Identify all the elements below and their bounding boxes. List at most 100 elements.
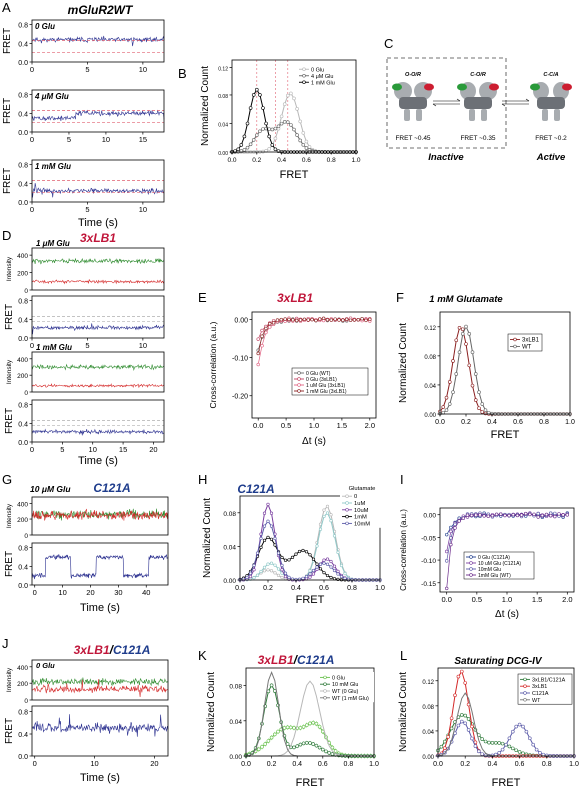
correlation-point <box>302 317 307 321</box>
histogram-point <box>280 568 284 572</box>
histogram-point <box>311 742 316 746</box>
acceptor-intensity-trace <box>31 508 169 522</box>
histogram-point <box>330 745 335 750</box>
histogram-point <box>301 548 305 553</box>
legend-label: 0 Glu (3xLB1) <box>306 377 337 383</box>
crd-stalk <box>554 109 560 121</box>
legend-label: 3xLB1 <box>522 338 540 344</box>
panel-letter: C <box>384 36 393 51</box>
y-tick-label: 200 <box>17 373 28 380</box>
x-axis-label: FRET <box>296 777 325 789</box>
legend-marker <box>523 677 527 682</box>
histogram-point <box>447 380 452 384</box>
histogram-point <box>329 559 333 564</box>
x-tick-label: 0.0 <box>241 761 251 768</box>
histogram-point <box>477 390 481 394</box>
legend-label: 10mM <box>354 521 370 527</box>
trace-frame <box>31 89 165 133</box>
panel-e-title: 3xLB1 <box>277 291 313 305</box>
y-axis-label: Normalized Count <box>200 66 211 146</box>
state-fret-value: FRET ~0.45 <box>395 135 430 142</box>
histogram-point <box>315 562 319 566</box>
lb2-dimer <box>464 97 492 109</box>
y-axis-label: Intensity <box>6 503 13 528</box>
x-axis-label: FRET <box>296 594 325 606</box>
histogram-point <box>467 332 472 336</box>
y-tick-label: -0.20 <box>232 394 248 401</box>
axes-frame <box>231 59 357 153</box>
acceptor-intensity-trace <box>31 679 169 698</box>
correlation-point <box>298 318 303 322</box>
x-tick-label: 0.0 <box>235 585 245 592</box>
y-tick-label: 0 <box>24 533 28 540</box>
histogram-point <box>255 573 260 577</box>
correlation-point <box>515 513 520 518</box>
x-tick-label: 0.4 <box>487 419 497 426</box>
x-tick-label: 1.0 <box>351 157 360 164</box>
x-tick-label: 0.8 <box>539 419 549 426</box>
intensity-frame <box>31 247 165 291</box>
y-tick-label: 0.4 <box>18 112 28 119</box>
legend-label: 1 mM Glu (3xLB1) <box>306 389 347 395</box>
y-axis-label: Normalized Count <box>398 323 409 403</box>
histogram-point <box>269 683 274 688</box>
panel-letter: G <box>2 472 12 487</box>
panel-a-title: mGluR2WT <box>68 3 134 17</box>
histogram-point <box>444 408 449 412</box>
histogram-point <box>514 748 519 753</box>
condition-label: 4 μM Glu <box>34 92 69 101</box>
x-axis-label: Δt (s) <box>495 609 519 620</box>
histogram-point <box>307 145 312 149</box>
legend-label: WT <box>522 345 532 351</box>
trace-frame <box>31 295 165 339</box>
histogram-point <box>283 571 288 575</box>
histogram-point <box>318 567 323 571</box>
x-tick-label: 0.0 <box>253 421 263 430</box>
correlation-point <box>333 317 337 321</box>
histogram-point <box>282 102 287 107</box>
histogram-point <box>298 138 303 143</box>
histogram-point <box>262 538 267 542</box>
histogram-point <box>467 363 472 368</box>
histogram-point <box>294 552 298 556</box>
histogram-point <box>457 350 462 355</box>
histogram-point <box>273 563 277 567</box>
legend-marker <box>323 682 327 686</box>
histogram-point <box>451 390 455 394</box>
title-part: / <box>293 653 299 667</box>
histogram-point <box>493 741 498 745</box>
panel-letter: A <box>2 0 11 15</box>
legend-marker <box>302 67 306 71</box>
correlation-point <box>345 317 349 322</box>
histogram-point <box>457 325 462 330</box>
histogram-point <box>292 127 296 132</box>
correlation-point <box>445 586 449 591</box>
histogram-point <box>266 535 270 539</box>
y-tick-label: 0.8 <box>18 163 28 170</box>
y-tick-label: 0.08 <box>223 511 236 518</box>
correlation-point <box>321 316 326 320</box>
y-tick-label: 0.8 <box>18 299 28 306</box>
histogram-point <box>301 131 306 135</box>
histogram-point <box>258 93 262 97</box>
axes-frame <box>439 311 571 415</box>
histogram-point <box>441 405 446 409</box>
intensity-frame <box>31 659 169 701</box>
histogram-point <box>258 129 262 134</box>
x-tick-label: 0.2 <box>461 419 471 426</box>
title-part: C121A <box>113 643 150 657</box>
histogram-point <box>260 745 264 749</box>
histogram-point <box>449 726 454 731</box>
x-tick-label: 20 <box>86 588 94 597</box>
y-tick-label: 0.0 <box>18 440 28 447</box>
y-tick-label: 400 <box>17 665 28 672</box>
panel-letter: E <box>198 290 207 305</box>
histogram-point <box>311 720 316 725</box>
histogram-point <box>527 736 532 741</box>
correlation-point <box>449 525 453 530</box>
histogram-point <box>269 561 274 565</box>
histogram-point <box>304 146 309 150</box>
receptor-conformation <box>392 82 434 121</box>
panel-letter: B <box>178 66 187 81</box>
panel-letter: L <box>400 648 407 663</box>
